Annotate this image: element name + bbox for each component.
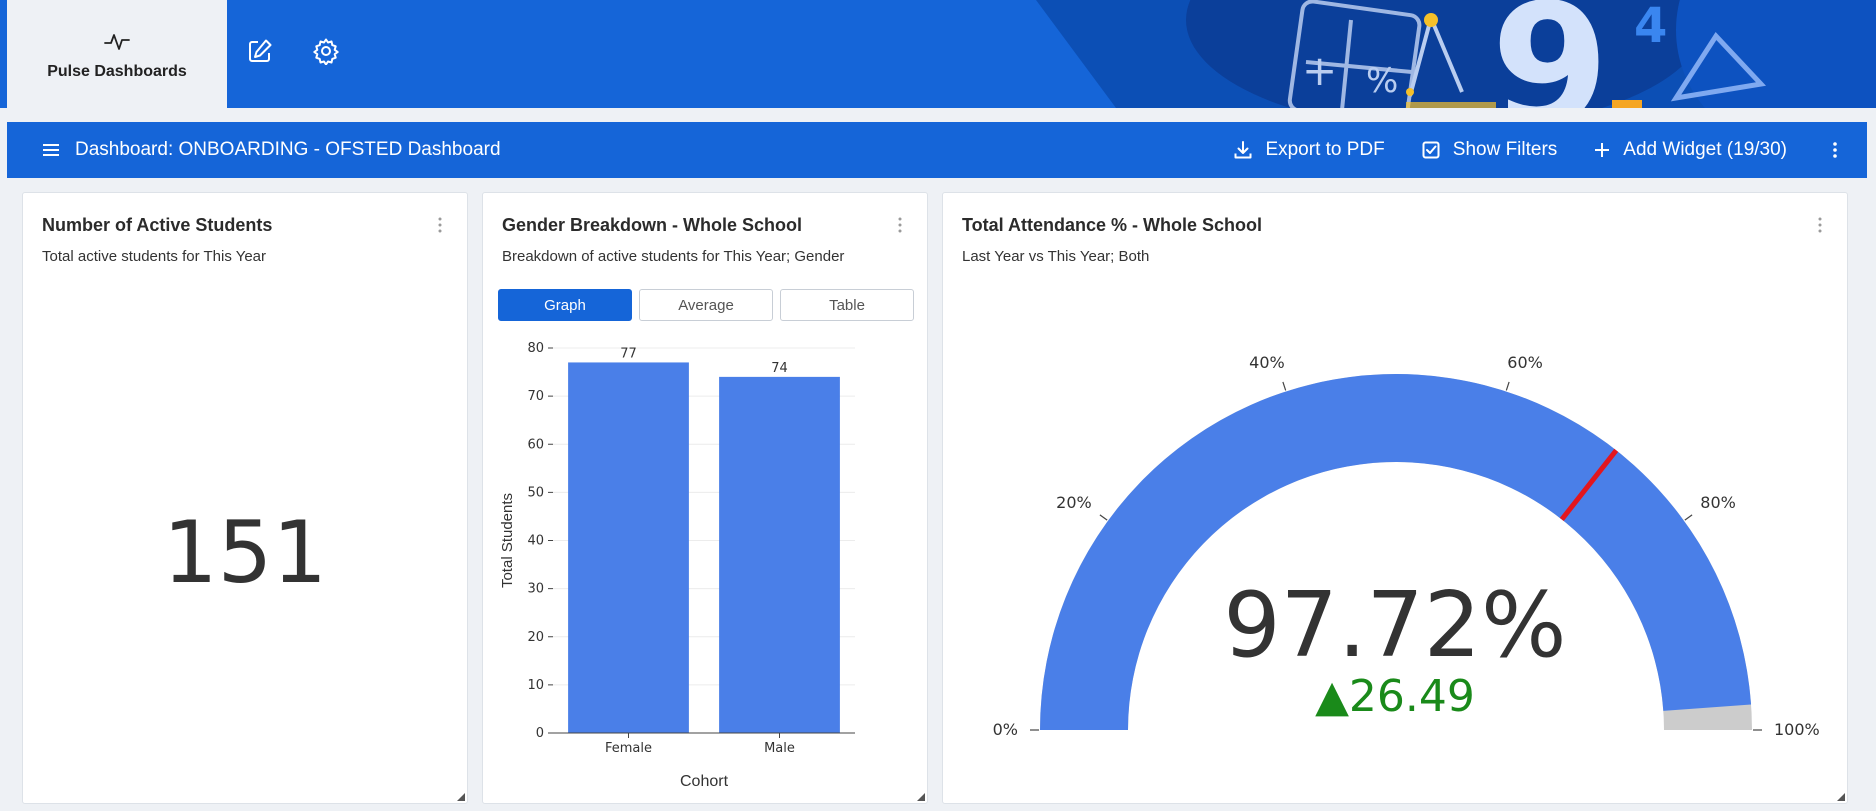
export-pdf-label: Export to PDF (1265, 139, 1385, 160)
bar-female (568, 362, 689, 733)
tab-graph[interactable]: Graph (498, 289, 632, 321)
x-tick-label: Male (764, 741, 795, 756)
more-vertical-icon (1833, 142, 1837, 158)
gauge-tick (1505, 381, 1510, 391)
banner-math-illustration: + % 9 4 (1036, 0, 1876, 108)
y-tick-label: 30 (527, 582, 544, 597)
gear-icon (313, 38, 339, 65)
edit-icon (249, 39, 272, 62)
bar-data-label: 77 (620, 346, 637, 361)
widget-title: Number of Active Students (42, 215, 273, 235)
y-tick-label: 50 (527, 485, 544, 500)
svg-text:+: + (1302, 46, 1337, 95)
widget-subtitle: Last Year vs This Year; Both (962, 248, 1150, 265)
widget-active-students: Number of Active Students Total active s… (22, 192, 468, 804)
tab-average[interactable]: Average (639, 289, 773, 321)
svg-text:%: % (1366, 61, 1398, 101)
gauge-tick-label: 40% (1249, 353, 1285, 372)
export-pdf-button[interactable]: Export to PDF (1233, 139, 1385, 161)
resize-handle-icon[interactable] (457, 793, 465, 801)
attendance-delta: ▲26.49 (1315, 671, 1475, 722)
y-tick-label: 40 (527, 534, 544, 549)
bar-data-label: 74 (771, 361, 788, 376)
attendance-gauge: 0% 20% 40% 60% 80% 100% (993, 353, 1820, 739)
dashboard-title: Dashboard: ONBOARDING - OFSTED Dashboard (75, 139, 501, 160)
show-filters-button[interactable]: Show Filters (1421, 139, 1558, 161)
gauge-tick-label: 60% (1507, 353, 1543, 372)
gauge-tick (1282, 381, 1287, 391)
y-tick-label: 70 (527, 389, 544, 404)
gauge-tick-label: 0% (993, 720, 1018, 739)
bar-male (719, 376, 840, 733)
pulse-icon (104, 34, 130, 50)
gauge-tick-label: 20% (1056, 493, 1092, 512)
gauge-tick-label: 100% (1774, 720, 1820, 739)
widget-more-icon[interactable] (895, 215, 905, 235)
svg-text:4: 4 (1634, 0, 1667, 54)
active-students-value: 151 (162, 503, 328, 603)
widget-more-icon[interactable] (435, 215, 445, 235)
hamburger-menu-icon[interactable] (41, 140, 61, 160)
y-tick-label: 60 (527, 437, 544, 452)
widget-attendance: Total Attendance % - Whole School Last Y… (942, 192, 1848, 804)
tab-table[interactable]: Table (780, 289, 914, 321)
widget-subtitle: Breakdown of active students for This Ye… (502, 248, 845, 265)
y-tick-label: 80 (527, 341, 544, 356)
settings-button[interactable] (311, 36, 341, 66)
download-icon (1234, 141, 1252, 159)
y-tick-label: 0 (536, 726, 544, 741)
gauge-value-bar (1040, 373, 1752, 730)
widget-more-icon[interactable] (1815, 215, 1825, 235)
dashboard-toolbar: Dashboard: ONBOARDING - OFSTED Dashboard… (7, 122, 1867, 178)
gauge-tick-label: 80% (1700, 493, 1736, 512)
widget-gender-breakdown: Gender Breakdown - Whole School Breakdow… (482, 192, 928, 804)
resize-handle-icon[interactable] (1837, 793, 1845, 801)
checkbox-icon (1422, 141, 1440, 159)
gauge-tick (1684, 514, 1693, 521)
svg-text:9: 9 (1491, 0, 1609, 108)
x-tick-label: Female (605, 741, 652, 756)
y-axis-label: Total Students (499, 493, 516, 588)
top-banner: + % 9 4 Pulse Dashboards (0, 0, 1876, 108)
attendance-value: 97.72% (1223, 573, 1567, 678)
brand-home-tab[interactable]: Pulse Dashboards (7, 0, 227, 108)
x-axis-label: Cohort (680, 773, 729, 790)
resize-handle-icon[interactable] (917, 793, 925, 801)
gauge-tick (1099, 514, 1108, 521)
show-filters-label: Show Filters (1452, 139, 1558, 160)
gauge-threshold-marker (1559, 448, 1619, 521)
plus-icon (1595, 143, 1610, 157)
add-widget-button[interactable]: Add Widget (19/30) (1593, 139, 1787, 161)
y-tick-label: 10 (527, 678, 544, 693)
y-tick-label: 20 (527, 630, 544, 645)
edit-dashboard-button[interactable] (245, 36, 275, 66)
widget-subtitle: Total active students for This Year (42, 248, 267, 265)
widget-title: Gender Breakdown - Whole School (502, 215, 803, 235)
gender-bar-chart: 0 10 20 30 40 50 60 70 80 77 Female 74 Male Cohort Tot… (499, 341, 855, 790)
dashboard-more-button[interactable] (1823, 141, 1847, 159)
view-toggle: Graph Average Table (498, 289, 914, 321)
add-widget-label: Add Widget (19/30) (1623, 139, 1787, 160)
brand-label: Pulse Dashboards (47, 63, 187, 80)
widget-title: Total Attendance % - Whole School (962, 215, 1263, 235)
